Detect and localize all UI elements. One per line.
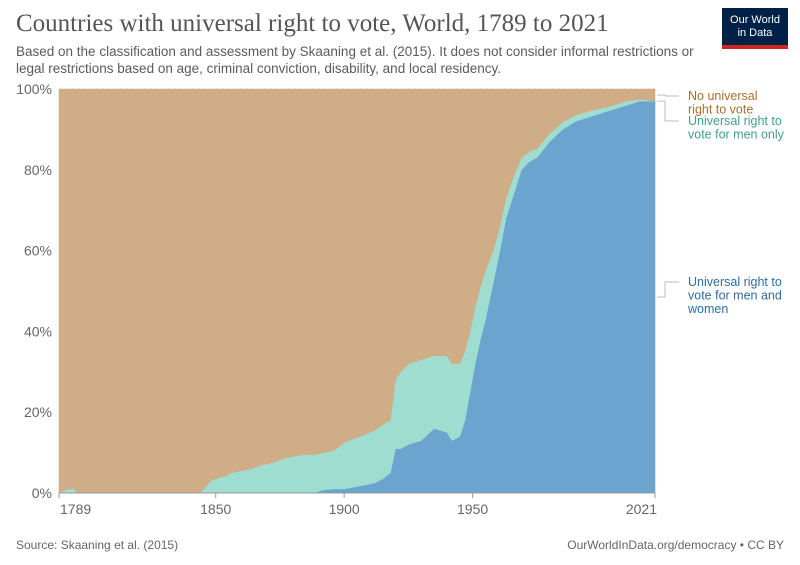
legend-label-line: vote for men only	[688, 128, 785, 142]
owid-logo[interactable]: Our World in Data	[722, 8, 788, 49]
x-tick-label: 1789	[60, 501, 91, 517]
legend-label-line: right to vote	[688, 103, 753, 117]
source-note: Source: Skaaning et al. (2015)	[16, 538, 179, 552]
y-tick-label: 100%	[16, 81, 52, 97]
logo-accent-bar	[722, 45, 788, 49]
chart-title: Countries with universal right to vote, …	[16, 10, 609, 37]
x-tick-label: 1950	[457, 501, 488, 517]
legend-label-line: women	[687, 302, 728, 316]
legend-label-line: Universal right to	[688, 114, 782, 128]
credit-link[interactable]: OurWorldInData.org/democracy • CC BY	[567, 538, 784, 552]
legend-label-line: vote for men and	[688, 289, 782, 303]
legend-label-line: Universal right to	[688, 275, 782, 289]
logo-line-2: in Data	[737, 27, 773, 39]
y-tick-label: 0%	[32, 485, 52, 501]
x-tick-label: 2021	[626, 501, 657, 517]
logo-line-1: Our World	[730, 14, 780, 26]
y-tick-label: 40%	[24, 323, 52, 339]
y-tick-label: 80%	[24, 162, 52, 178]
stacked-areas	[58, 88, 656, 494]
x-tick-label: 1900	[329, 501, 360, 517]
area-chart: 0% 20% 40% 60% 80% 100% 1789 1850 1900 1950 2021 N…	[16, 81, 785, 517]
chart-subtitle: Based on the classification and assessme…	[16, 44, 694, 76]
y-tick-label: 20%	[24, 404, 52, 420]
x-tick-label: 1850	[200, 501, 231, 517]
axes: 0% 20% 40% 60% 80% 100% 1789 1850 1900 1950 2021	[16, 81, 657, 517]
area-no-universal	[58, 88, 656, 494]
legend-label-line: No universal	[688, 89, 757, 103]
y-tick-label: 60%	[24, 243, 52, 259]
